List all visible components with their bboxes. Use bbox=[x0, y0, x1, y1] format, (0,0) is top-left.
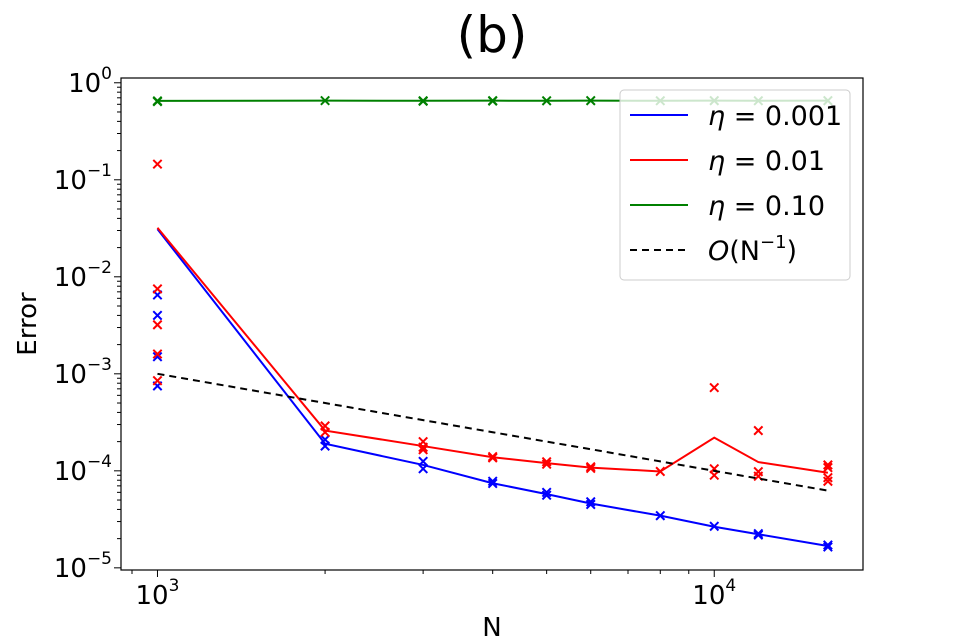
scatter-point-0-13 bbox=[585, 499, 596, 510]
scatter-point-1-0 bbox=[152, 159, 163, 170]
series-1 bbox=[152, 159, 833, 487]
scatter-point-1-9 bbox=[418, 444, 429, 455]
legend-entry-0-01: η = 0.01 bbox=[630, 146, 825, 177]
y-tick-label-3: 10−3 bbox=[54, 355, 112, 390]
x-tick-label-0: 103 bbox=[136, 576, 180, 611]
scatter-point-0-15 bbox=[709, 521, 720, 532]
x-tick-label-1: 104 bbox=[692, 576, 736, 611]
series-line-0 bbox=[156, 228, 829, 547]
legend-entry-0-10: η = 0.10 bbox=[630, 191, 825, 222]
scatter-point-1-23 bbox=[822, 460, 833, 470]
scatter-point-2-6 bbox=[487, 96, 498, 106]
scatter-point-1-2 bbox=[152, 319, 163, 330]
scatter-point-1-16 bbox=[655, 466, 666, 477]
scatter-point-0-9 bbox=[487, 478, 498, 489]
scatter-point-1-19 bbox=[709, 470, 720, 481]
series-3 bbox=[157, 372, 829, 492]
scatter-point-1-17 bbox=[709, 382, 720, 393]
scatter-point-0-11 bbox=[541, 490, 552, 501]
scatter-point-1-4 bbox=[152, 375, 163, 386]
scatter-point-2-8 bbox=[585, 95, 596, 106]
scatter-point-0-7 bbox=[418, 463, 429, 474]
scatter-point-0-14 bbox=[655, 510, 666, 521]
scatter-point-1-1 bbox=[152, 284, 163, 294]
y-tick-label-1: 10−1 bbox=[54, 161, 112, 196]
legend-label: η = 0.01 bbox=[708, 146, 825, 177]
legend-label: O(N−1) bbox=[708, 232, 797, 267]
scatter-point-1-8 bbox=[418, 442, 429, 453]
chart-title: (b) bbox=[457, 6, 528, 64]
scatter-point-0-2 bbox=[152, 351, 163, 362]
scatter-point-2-4 bbox=[418, 96, 429, 107]
scatter-point-1-15 bbox=[585, 463, 596, 474]
scatter-point-1-25 bbox=[822, 472, 833, 483]
series-line-1 bbox=[156, 227, 829, 474]
x-axis-label: N bbox=[482, 613, 501, 640]
series-0 bbox=[152, 228, 833, 552]
scatter-point-1-11 bbox=[487, 452, 498, 463]
scatter-point-0-5 bbox=[320, 441, 330, 451]
series-line-3 bbox=[157, 372, 829, 492]
y-tick-label-5: 10−5 bbox=[54, 549, 112, 584]
legend-entry-n-1: O(N−1) bbox=[630, 232, 797, 267]
legend-entry-0-001: η = 0.001 bbox=[630, 101, 842, 132]
legend-label: η = 0.10 bbox=[708, 191, 825, 222]
tick-layer: 103 104 100 10−1 10−2 10−3 10−4 10−5 bbox=[54, 64, 736, 611]
legend-box bbox=[619, 89, 851, 281]
scatter-point-0-1 bbox=[152, 310, 163, 321]
y-tick-label-4: 10−4 bbox=[54, 452, 112, 487]
scatter-point-0-17 bbox=[753, 530, 764, 540]
scatter-point-1-20 bbox=[753, 425, 764, 436]
scatter-point-0-6 bbox=[418, 456, 429, 467]
scatter-point-1-6 bbox=[320, 427, 330, 438]
legend: η = 0.001 η = 0.01 η = 0.10 O(N−1) bbox=[619, 89, 851, 281]
scatter-point-1-3 bbox=[152, 349, 163, 359]
scatter-point-0-19 bbox=[822, 542, 833, 552]
scatter-point-0-10 bbox=[541, 487, 552, 498]
y-tick-label-0: 100 bbox=[68, 64, 112, 99]
y-tick-label-2: 10−2 bbox=[54, 258, 112, 293]
y-axis-label: Error bbox=[13, 292, 43, 356]
scatter-point-0-8 bbox=[487, 476, 498, 487]
scatter-point-0-12 bbox=[585, 496, 596, 507]
scatter-point-2-2 bbox=[320, 95, 330, 106]
scatter-point-1-13 bbox=[541, 459, 552, 470]
scatter-point-0-18 bbox=[822, 540, 833, 550]
scatter-point-1-12 bbox=[541, 456, 552, 467]
scatter-point-1-24 bbox=[822, 462, 833, 473]
scatter-point-2-1 bbox=[152, 96, 163, 107]
plot-frame bbox=[120, 77, 864, 571]
scatter-point-1-14 bbox=[585, 461, 596, 472]
legend-label: η = 0.001 bbox=[708, 101, 842, 132]
scatter-point-2-7 bbox=[541, 95, 552, 106]
scatter-point-1-26 bbox=[822, 476, 833, 487]
